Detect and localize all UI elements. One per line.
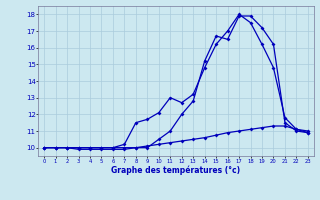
X-axis label: Graphe des températures (°c): Graphe des températures (°c) — [111, 165, 241, 175]
